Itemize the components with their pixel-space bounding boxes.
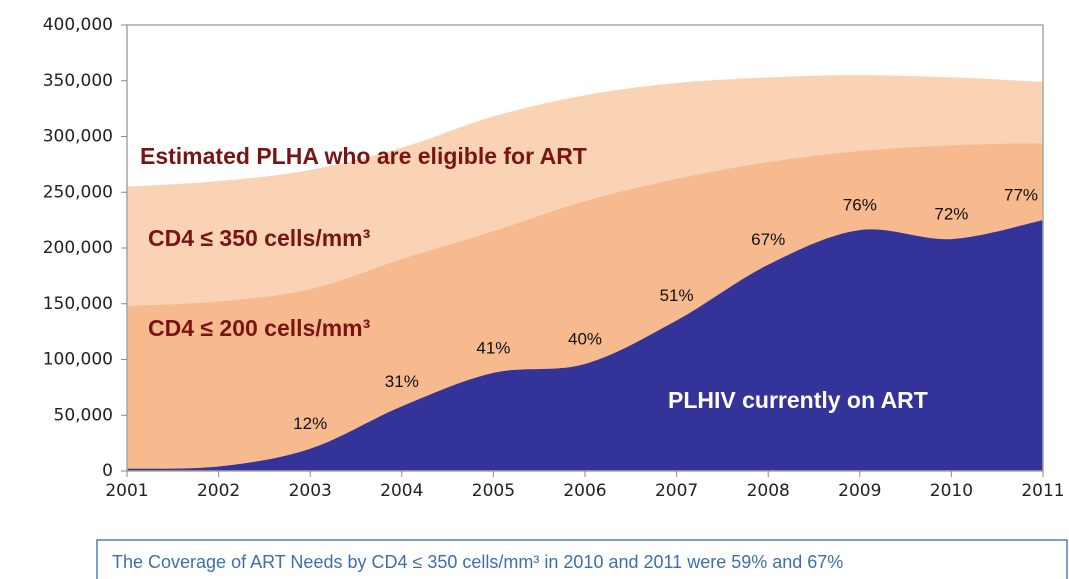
y-tick-label: 50,000 — [54, 405, 113, 425]
x-tick-label: 2005 — [472, 481, 515, 501]
y-tick-label: 200,000 — [43, 238, 113, 258]
x-tick-label: 2010 — [930, 481, 973, 501]
coverage-label: 31% — [385, 372, 419, 391]
x-tick-label: 2001 — [105, 481, 148, 501]
y-tick-label: 300,000 — [43, 127, 113, 147]
x-tick-label: 2007 — [655, 481, 698, 501]
x-tick-label: 2003 — [289, 481, 332, 501]
series-label: CD4 ≤ 200 cells/mm³ — [148, 315, 371, 341]
coverage-label: 51% — [660, 286, 694, 305]
y-tick-label: 150,000 — [43, 294, 113, 314]
x-tick-label: 2002 — [197, 481, 240, 501]
coverage-label: 72% — [934, 205, 968, 224]
coverage-label: 67% — [751, 230, 785, 249]
y-tick-label: 350,000 — [43, 71, 113, 91]
x-tick-label: 2006 — [563, 481, 606, 501]
x-tick-label: 2011 — [1021, 481, 1064, 501]
y-tick-label: 100,000 — [43, 350, 113, 370]
x-tick-label: 2009 — [838, 481, 881, 501]
annotation: Estimated PLHA who are eligible for ART — [140, 143, 587, 169]
y-tick-label: 0 — [102, 461, 113, 481]
coverage-label: 77% — [1004, 186, 1038, 205]
note: The Coverage of ART Needs by CD4 ≤ 350 c… — [112, 552, 843, 572]
coverage-label: 40% — [568, 329, 602, 348]
coverage-label: 76% — [843, 196, 877, 215]
series-label: CD4 ≤ 350 cells/mm³ — [148, 225, 371, 251]
note-box — [96, 539, 1068, 579]
x-tick-label: 2008 — [747, 481, 790, 501]
y-tick-label: 400,000 — [43, 15, 113, 35]
coverage-label: 12% — [293, 414, 327, 433]
coverage-label: 41% — [476, 338, 510, 357]
area — [127, 220, 1043, 471]
y-tick-label: 250,000 — [43, 182, 113, 202]
x-tick-label: 2004 — [380, 481, 423, 501]
series-label: PLHIV currently on ART — [668, 387, 928, 413]
